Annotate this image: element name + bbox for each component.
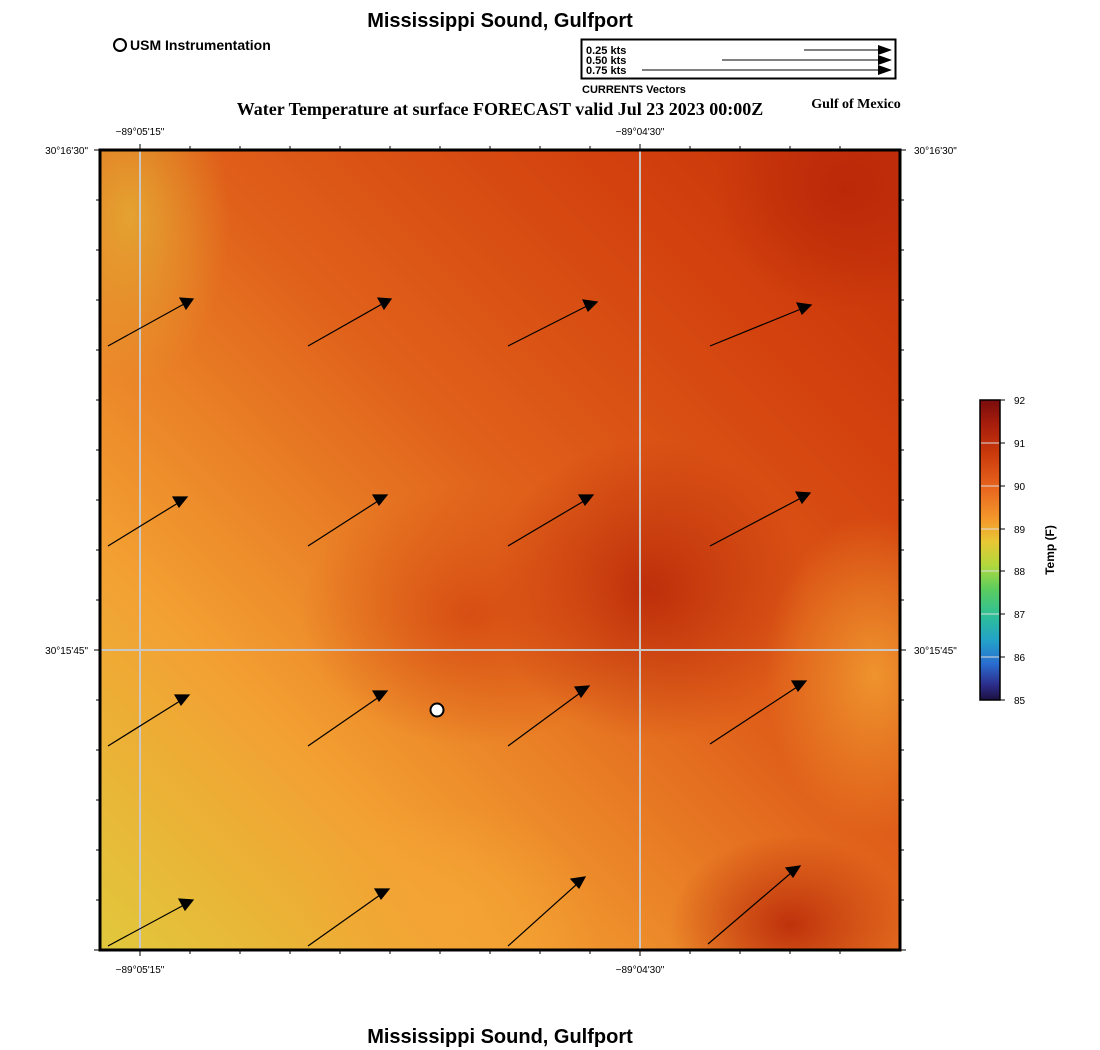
current-vectors	[107, 297, 813, 947]
graticule	[100, 150, 900, 950]
axis-ticks	[94, 144, 906, 956]
usm-station-marker[interactable]	[429, 702, 445, 718]
colorbar-scale	[979, 399, 1001, 701]
temperature-field	[100, 150, 900, 950]
colorbar-tick-label: 87	[1014, 610, 1026, 621]
vector-scale-label: 0.50 kts	[586, 55, 626, 67]
current-vector-arrow	[307, 888, 391, 947]
current-vector-arrow	[707, 865, 802, 945]
latitude-tick-label: 30°16'30"	[45, 146, 88, 157]
vector-legend-title: CURRENTS Vectors	[582, 84, 686, 96]
colorbar-tick-label: 86	[1014, 653, 1026, 664]
current-vector-arrow	[107, 496, 189, 547]
latitude-tick-label: 30°15'45"	[914, 646, 957, 657]
usm-legend-label: USM Instrumentation	[130, 37, 271, 53]
current-vector-arrow	[107, 694, 191, 747]
forecast-title: Water Temperature at surface FORECAST va…	[236, 99, 764, 119]
arrowhead-icon	[878, 45, 892, 55]
latitude-tick-label: 30°16'30"	[914, 146, 957, 157]
current-vector-arrow	[507, 494, 595, 547]
current-vector-arrow	[507, 299, 599, 347]
current-vector-arrow	[507, 685, 591, 747]
latitude-tick-label: 30°15'45"	[45, 646, 88, 657]
current-vector-arrow	[107, 898, 195, 947]
current-vector-arrow	[307, 494, 389, 547]
current-vector-arrow	[107, 297, 195, 347]
longitude-tick-label: −89°05'15"	[116, 965, 165, 976]
longitude-tick-label: −89°05'15"	[116, 127, 165, 138]
colorbar-tick-label: 92	[1014, 396, 1026, 407]
vector-scale-label: 0.75 kts	[586, 65, 626, 77]
temperature-colorbar: 92 91 90 89 88 87 86 85 Temp (F)	[979, 396, 1057, 707]
colorbar-tick-label: 89	[1014, 525, 1026, 536]
current-vector-arrow	[307, 690, 389, 747]
current-vector-arrow	[307, 297, 393, 347]
station-marker-icon	[113, 38, 127, 52]
colorbar-tick-label: 90	[1014, 482, 1026, 493]
current-vector-legend: 0.25 kts 0.50 kts 0.75 kts	[580, 38, 897, 80]
current-vector-arrow	[507, 876, 587, 947]
arrowhead-icon	[878, 65, 892, 75]
bottom-title: Mississippi Sound, Gulfport	[367, 1026, 633, 1048]
current-vector-arrow	[709, 491, 812, 547]
colorbar-tick-label: 88	[1014, 567, 1026, 578]
current-vector-arrow	[709, 680, 808, 745]
vector-scale-label: 0.25 kts	[586, 45, 626, 57]
arrowhead-icon	[878, 55, 892, 65]
region-label: Gulf of Mexico	[811, 97, 901, 112]
usm-instrumentation-legend: USM Instrumentation	[113, 37, 271, 53]
colorbar-title: Temp (F)	[1043, 525, 1057, 575]
current-vector-arrow	[709, 302, 813, 347]
longitude-tick-label: −89°04'30"	[616, 965, 665, 976]
longitude-tick-label: −89°04'30"	[616, 127, 665, 138]
temperature-map: −89°05'15" −89°04'30" −89°05'15" −89°04'…	[45, 127, 957, 976]
colorbar-tick-label: 91	[1014, 439, 1026, 450]
colorbar-tick-label: 85	[1014, 696, 1026, 707]
map-title: Mississippi Sound, Gulfport	[367, 10, 633, 32]
